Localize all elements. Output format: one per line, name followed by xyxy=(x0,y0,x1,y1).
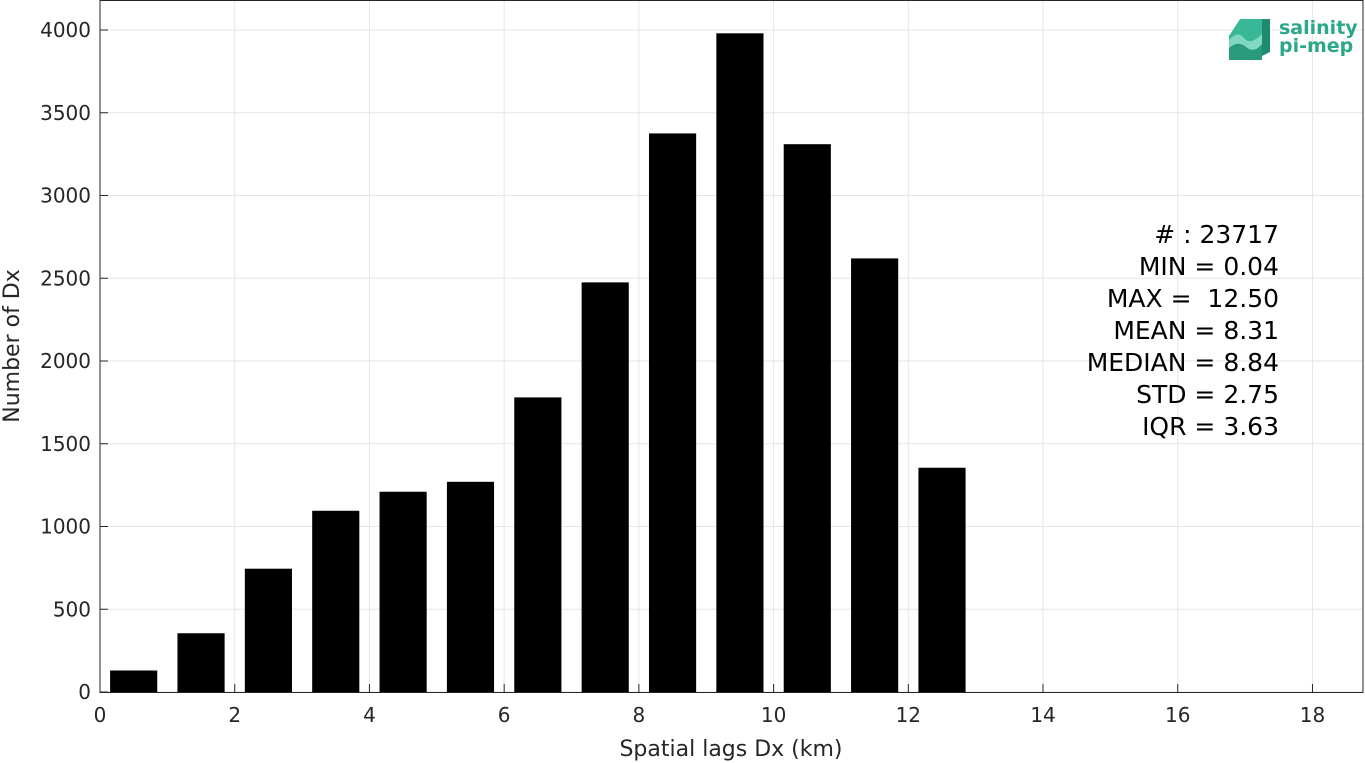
bar xyxy=(379,491,427,692)
logo-line2: pi-mep xyxy=(1279,35,1353,57)
y-tick-label: 3000 xyxy=(40,184,91,208)
y-tick-label: 0 xyxy=(78,680,91,704)
bar xyxy=(446,481,495,692)
x-tick-label: 2 xyxy=(228,703,241,727)
salinity-pi-mep-logo: salinity pi-mep xyxy=(1229,17,1358,60)
y-axis-label: Number of Dx xyxy=(0,269,25,423)
x-tick-label: 8 xyxy=(633,703,646,727)
plot-frame xyxy=(99,0,1364,693)
stat-line: IQR = 3.63 xyxy=(1142,412,1279,441)
bar xyxy=(851,258,899,692)
x-tick-label: 12 xyxy=(896,703,921,727)
bar xyxy=(244,568,292,692)
bar xyxy=(918,467,966,692)
x-tick-label: 6 xyxy=(498,703,511,727)
bar xyxy=(783,144,831,692)
stat-line: MEDIAN = 8.84 xyxy=(1087,348,1279,377)
bar xyxy=(312,510,360,692)
x-tick-label: 18 xyxy=(1300,703,1325,727)
y-tick-label: 2000 xyxy=(40,349,91,373)
stats-box: # : 23717 MIN = 0.04 MAX = 12.50 MEAN = 8.3… xyxy=(1087,220,1279,441)
bar xyxy=(514,397,562,692)
bar xyxy=(716,33,764,693)
y-ticks: 0 500 1000 1500 2000 2500 3000 3500 4000 xyxy=(40,18,108,704)
logo-emblem xyxy=(1229,19,1270,60)
x-tick-label: 14 xyxy=(1030,703,1055,727)
x-tick-label: 16 xyxy=(1165,703,1190,727)
x-tick-label: 4 xyxy=(363,703,376,727)
x-tick-label: 10 xyxy=(761,703,786,727)
y-tick-label: 1000 xyxy=(40,515,91,539)
stat-line: MEAN = 8.31 xyxy=(1113,316,1279,345)
x-ticks: 0 2 4 6 8 10 12 14 16 18 xyxy=(94,684,1325,727)
stat-line: MAX = 12.50 xyxy=(1107,284,1279,313)
x-axis-label: Spatial lags Dx (km) xyxy=(619,737,842,762)
bar xyxy=(581,282,629,692)
bars xyxy=(110,33,966,693)
y-tick-label: 4000 xyxy=(40,18,91,42)
stat-line: MIN = 0.04 xyxy=(1139,252,1279,281)
bar xyxy=(177,633,225,692)
y-tick-label: 1500 xyxy=(40,432,91,456)
y-tick-label: 500 xyxy=(53,597,91,621)
bar xyxy=(648,133,697,692)
x-tick-label: 0 xyxy=(94,703,107,727)
bar xyxy=(110,670,158,692)
stat-line: STD = 2.75 xyxy=(1136,380,1279,409)
logo-line1: salinity xyxy=(1279,17,1358,39)
y-tick-label: 2500 xyxy=(40,266,91,290)
stat-line: # : 23717 xyxy=(1154,220,1279,249)
y-tick-label: 3500 xyxy=(40,101,91,125)
